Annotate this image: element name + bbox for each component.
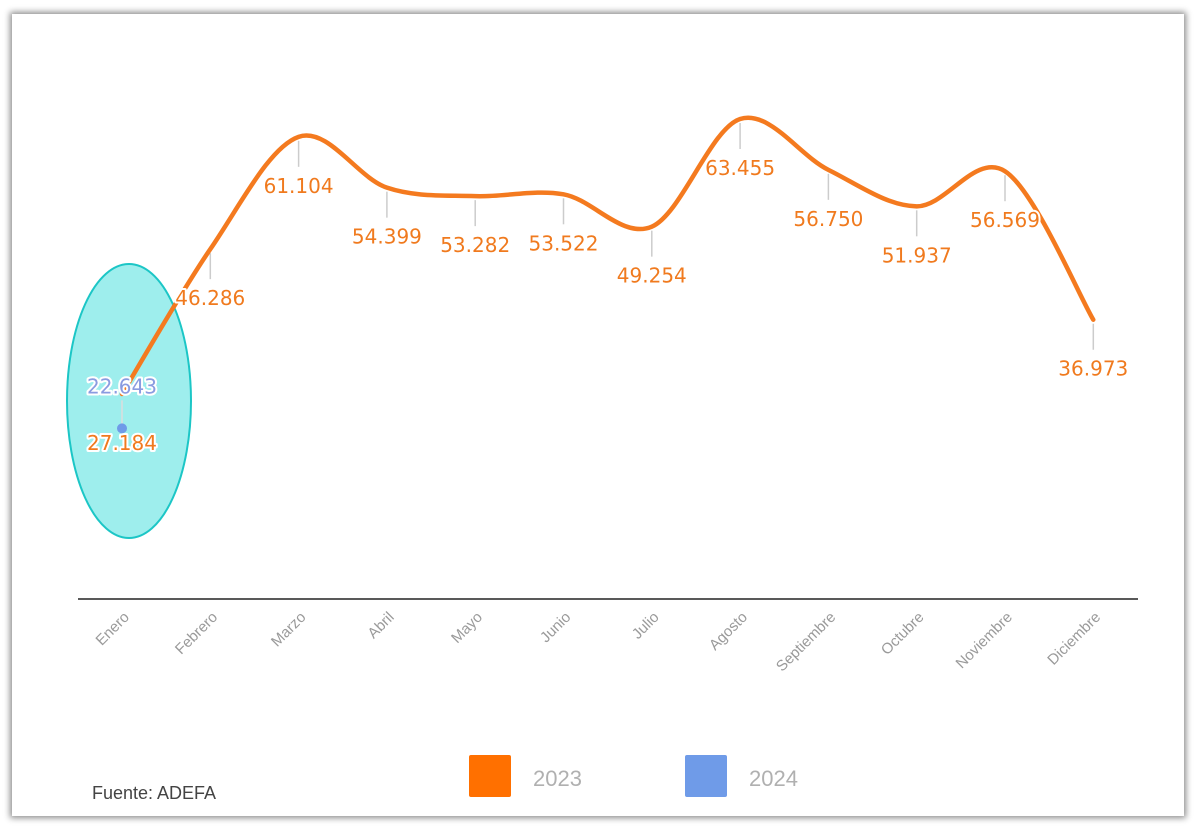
x-tick-label: Julio: [629, 609, 663, 643]
chart-frame: [12, 14, 1184, 816]
source-note: Fuente: ADEFA: [92, 783, 216, 803]
x-tick-label: Noviembre: [953, 609, 1016, 672]
x-tick-label: Junio: [537, 609, 574, 646]
data-label-2023: 54.399: [352, 225, 422, 249]
data-label-2023: 49.254: [617, 264, 687, 288]
data-label-2023: 36.973: [1058, 357, 1128, 381]
x-tick-label: Octubre: [878, 609, 928, 659]
x-tick-label: Agosto: [706, 609, 751, 654]
data-label-2023: 27.184: [87, 431, 157, 455]
legend-swatch-2023[interactable]: [469, 755, 511, 797]
data-label-2024: 22.643: [87, 374, 157, 398]
x-tick-label: Diciembre: [1044, 609, 1104, 669]
data-label-2023: 46.286: [175, 286, 245, 310]
series-2023-line: [119, 115, 1096, 397]
data-label-2023: 63.455: [705, 156, 775, 180]
data-label-2023: 51.937: [882, 243, 952, 267]
data-label-2023: 53.282: [440, 233, 510, 257]
data-label-2023: 53.522: [529, 231, 599, 255]
x-tick-label: Febrero: [172, 609, 221, 658]
legend-label-2024[interactable]: 2024: [749, 766, 798, 791]
x-tick-label: Enero: [93, 609, 133, 649]
data-label-2023: 56.569: [970, 208, 1040, 232]
legend-label-2023[interactable]: 2023: [533, 766, 582, 791]
data-label-2023: 56.750: [793, 207, 863, 231]
x-tick-label: Abril: [364, 609, 397, 642]
legend-swatch-2024[interactable]: [685, 755, 727, 797]
x-tick-label: Mayo: [448, 609, 486, 647]
data-point-2024: [117, 423, 127, 434]
data-label-2023: 61.104: [264, 174, 334, 198]
x-tick-label: Septiembre: [773, 609, 839, 675]
x-tick-label: Marzo: [268, 609, 309, 650]
